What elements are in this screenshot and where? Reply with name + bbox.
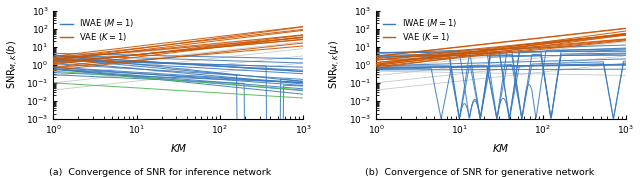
Y-axis label: $\mathrm{SNR}_{M,K}(\mu)$: $\mathrm{SNR}_{M,K}(\mu)$ — [328, 40, 344, 89]
Y-axis label: $\mathrm{SNR}_{M,K}(b)$: $\mathrm{SNR}_{M,K}(b)$ — [6, 40, 20, 89]
Legend: IWAE ($M=1$), VAE ($K=1$): IWAE ($M=1$), VAE ($K=1$) — [58, 15, 137, 46]
Text: (a)  Convergence of SNR for inference network: (a) Convergence of SNR for inference net… — [49, 168, 271, 177]
Legend: IWAE ($M=1$), VAE ($K=1$): IWAE ($M=1$), VAE ($K=1$) — [380, 15, 460, 46]
Text: (b)  Convergence of SNR for generative network: (b) Convergence of SNR for generative ne… — [365, 168, 595, 177]
X-axis label: $KM$: $KM$ — [492, 142, 510, 154]
X-axis label: $KM$: $KM$ — [170, 142, 187, 154]
